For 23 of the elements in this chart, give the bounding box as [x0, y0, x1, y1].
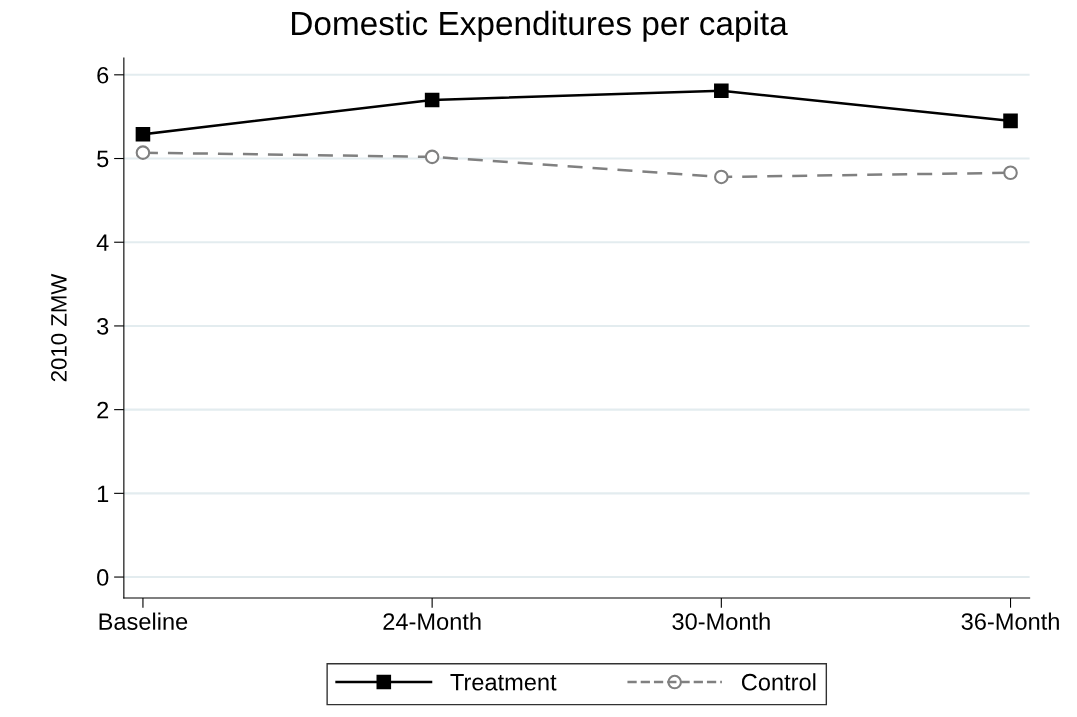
point: [135, 145, 151, 160]
point: [424, 149, 440, 165]
y-tick-label: 0: [97, 569, 109, 586]
legend-label: Treatment: [450, 674, 557, 691]
y-tick-label: 1: [97, 485, 109, 502]
point: [135, 126, 151, 142]
y-tick-label: 2: [97, 401, 109, 419]
point: [424, 92, 440, 108]
y-tick-label: 4: [96, 234, 109, 251]
point: [1003, 165, 1018, 181]
point: [714, 169, 729, 185]
x-tick-label: 24-Month: [383, 612, 481, 630]
y-axis-title: 2010 ZMW: [51, 273, 67, 382]
point: [1003, 113, 1018, 129]
point: [714, 83, 729, 99]
chart-title: Domestic Expenditures per capita: [292, 10, 788, 42]
y-tick-label: 5: [97, 150, 109, 168]
x-tick-label: Baseline: [99, 612, 188, 630]
legend-label: Control: [741, 673, 816, 691]
y-tick-label: 6: [97, 66, 109, 84]
x-tick-label: 36-Month: [961, 612, 1059, 630]
x-tick-label: 30-Month: [672, 612, 770, 630]
y-tick-label: 3: [97, 318, 109, 335]
